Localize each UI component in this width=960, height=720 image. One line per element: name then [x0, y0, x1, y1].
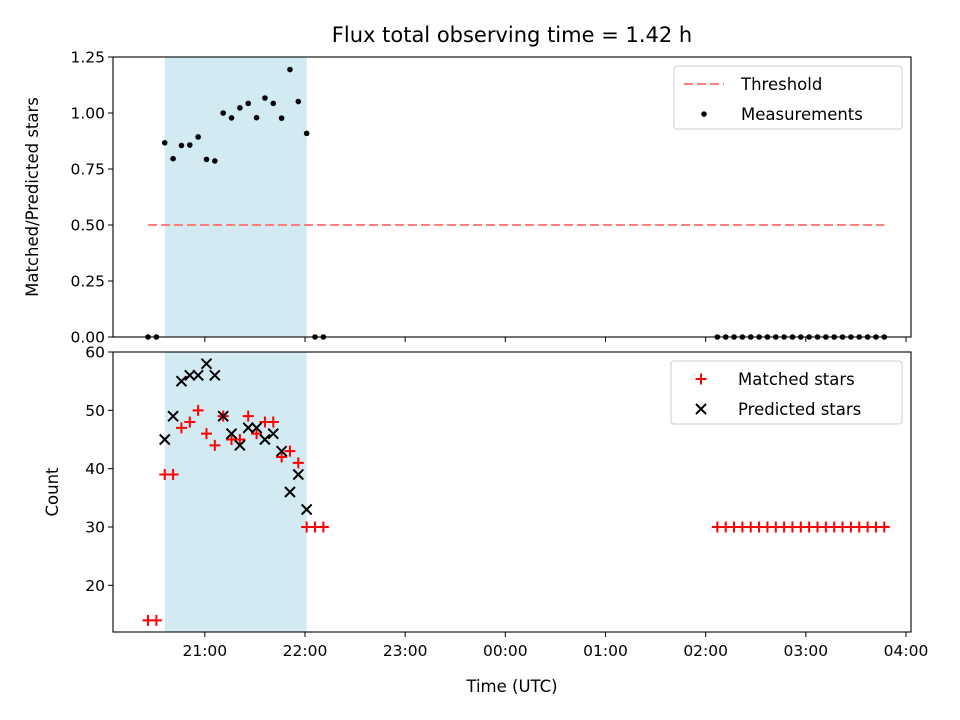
data-point — [278, 115, 285, 121]
data-point — [159, 433, 171, 446]
data-point — [184, 416, 196, 428]
series-matched-stars — [142, 404, 890, 626]
data-point — [259, 433, 271, 446]
data-point — [242, 422, 254, 434]
data-point — [220, 110, 226, 116]
legend-box — [670, 360, 903, 425]
x-tick-label: 00:00 — [483, 642, 528, 660]
data-point — [267, 416, 279, 428]
data-point — [253, 114, 260, 121]
data-point — [237, 105, 243, 111]
chart-title: Flux total observing time = 1.42 h — [332, 23, 692, 47]
data-point — [217, 410, 229, 422]
legend: Threshold Measurements — [673, 65, 903, 130]
shaded-span — [164, 352, 307, 632]
data-point — [161, 139, 168, 146]
legend-label: Predicted stars — [738, 400, 861, 419]
data-point — [192, 404, 204, 416]
data-point — [195, 134, 201, 140]
x-tick-label: 21:00 — [182, 642, 227, 660]
data-point — [212, 158, 218, 164]
x-tick-label: 23:00 — [383, 642, 428, 660]
x-tick-label: 03:00 — [783, 642, 828, 660]
axes-frame — [112, 56, 912, 338]
data-point — [303, 130, 310, 137]
plot-layer: 0.00 0.25 0.50 0.75 1.00 1.25 Threshold Measure… — [70, 49, 928, 661]
data-point — [234, 434, 246, 445]
legend-label: Threshold — [740, 75, 822, 94]
data-point — [192, 369, 204, 382]
y-tick-label: 0.00 — [70, 329, 105, 347]
data-point — [292, 457, 304, 469]
y-tick-label: 0.75 — [70, 161, 105, 179]
series-predicted-stars — [159, 357, 313, 516]
y-tick-label: 1.25 — [70, 49, 105, 67]
data-point — [178, 142, 185, 149]
axes-frame — [112, 351, 912, 633]
legend: Matched stars Predicted stars — [670, 360, 903, 425]
data-point — [175, 422, 187, 434]
legend-label: Measurements — [741, 105, 863, 124]
data-point — [251, 428, 263, 440]
data-point — [284, 445, 296, 457]
data-point — [170, 155, 176, 162]
y-tick-label: 40 — [85, 460, 105, 478]
y-tick-label: 1.00 — [70, 105, 105, 123]
data-point — [150, 614, 162, 626]
data-point — [228, 115, 235, 121]
data-point — [167, 410, 179, 422]
y-tick-label: 60 — [85, 344, 105, 362]
data-point — [225, 427, 238, 440]
y-axis-label-count: Count — [43, 467, 62, 517]
data-point — [200, 428, 212, 440]
legend-box — [673, 65, 903, 130]
data-point — [267, 427, 279, 440]
y-tick-label: 20 — [85, 577, 105, 595]
data-point — [184, 369, 196, 382]
x-tick-label: 04:00 — [884, 642, 929, 660]
x-tick-label: 22:00 — [283, 642, 328, 660]
data-point — [317, 521, 329, 533]
data-point — [250, 422, 263, 434]
data-point — [276, 451, 288, 463]
y-tick-label: 0.25 — [70, 273, 105, 291]
data-point — [262, 95, 268, 101]
shaded-span — [164, 57, 307, 337]
data-point — [284, 486, 296, 498]
data-point — [200, 357, 213, 370]
data-point — [287, 66, 293, 73]
data-point — [878, 521, 890, 533]
data-point — [234, 439, 246, 452]
data-point — [270, 100, 277, 107]
data-point — [186, 142, 193, 148]
data-point — [275, 445, 288, 457]
data-point — [209, 369, 221, 382]
data-point — [300, 503, 313, 516]
legend-label: Matched stars — [738, 370, 855, 389]
x-tick-label: 01:00 — [583, 642, 628, 660]
y-tick-label: 0.50 — [70, 217, 105, 235]
x-tick-label: 02:00 — [683, 642, 728, 660]
data-point — [292, 468, 305, 481]
legend-marker — [695, 373, 707, 385]
panel-counts: 20 30 40 50 60 21:00 22:00 23:00 00:00 01:00 02:00… — [85, 344, 928, 661]
data-point — [295, 98, 302, 105]
data-point — [175, 375, 188, 387]
panel-ratio: 0.00 0.25 0.50 0.75 1.00 1.25 Threshold Measure… — [70, 49, 912, 347]
data-point — [245, 100, 252, 107]
data-point — [242, 410, 254, 422]
legend-marker — [695, 403, 707, 415]
y-axis-label-ratio: Matched/Predicted stars — [23, 97, 42, 297]
x-axis-label: Time (UTC) — [465, 677, 557, 696]
data-point — [167, 469, 179, 480]
data-point — [209, 439, 221, 451]
data-point — [203, 156, 210, 163]
y-tick-label: 30 — [85, 519, 105, 537]
y-tick-label: 50 — [85, 402, 105, 420]
legend-marker — [701, 111, 707, 117]
